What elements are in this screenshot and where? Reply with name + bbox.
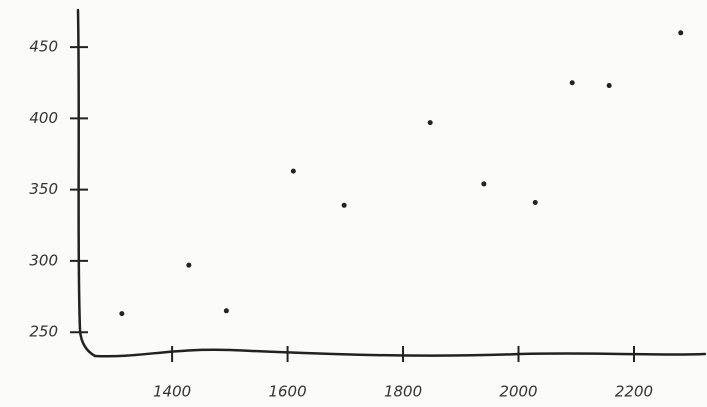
point xyxy=(570,80,575,85)
point xyxy=(428,120,433,125)
x-tick-label: 1600 xyxy=(268,383,306,401)
y-tick-label: 300 xyxy=(29,251,58,269)
point xyxy=(533,200,538,205)
point xyxy=(291,169,296,174)
x-tick-label: 2200 xyxy=(615,383,653,401)
point xyxy=(224,308,229,313)
point xyxy=(186,263,191,268)
x-axis xyxy=(95,350,705,357)
point xyxy=(607,83,612,88)
point xyxy=(481,181,486,186)
x-tick-label: 1800 xyxy=(384,383,422,401)
y-tick-label: 450 xyxy=(29,38,58,56)
x-tick-label: 1400 xyxy=(153,383,191,401)
y-axis xyxy=(78,10,95,356)
point xyxy=(678,30,683,35)
y-tick-label: 400 xyxy=(29,109,58,127)
y-tick-label: 250 xyxy=(29,323,58,341)
y-tick-label: 350 xyxy=(29,180,58,198)
point xyxy=(119,311,124,316)
chart: 250 300 350 400 450 1400 1600 1800 2000 2200 xyxy=(0,0,707,407)
x-tick-label: 2000 xyxy=(499,383,537,401)
point xyxy=(342,203,347,208)
page: {"chart_data": {"type": "scatter", "x": … xyxy=(0,0,707,407)
